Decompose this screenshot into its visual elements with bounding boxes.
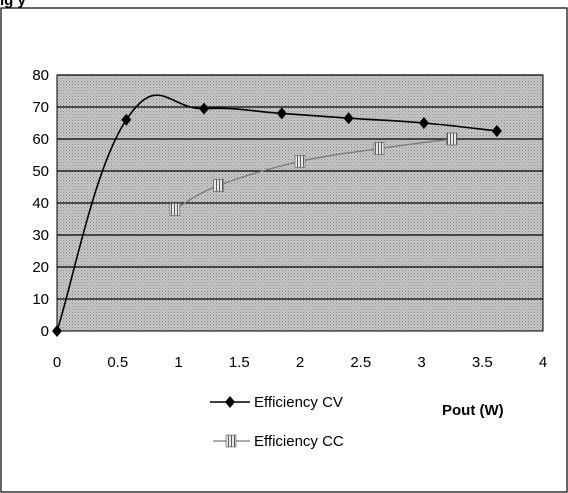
- x-tick-label: 2: [296, 354, 304, 371]
- data-point-cv: [343, 112, 354, 125]
- y-tick-label: 20: [32, 259, 49, 276]
- y-tick-label: 40: [32, 195, 49, 212]
- y-tick-label: 30: [32, 227, 49, 244]
- data-point-cv: [52, 325, 62, 337]
- x-tick-label: 1.5: [229, 354, 250, 371]
- chart-header-strip: [0, 0, 568, 6]
- y-tick-label: 80: [32, 67, 49, 84]
- y-tick-label: 0: [41, 323, 49, 340]
- x-tick-label: 4: [539, 354, 547, 371]
- y-tick-label: 60: [32, 131, 49, 148]
- x-axis-title: Pout (W): [442, 402, 504, 419]
- y-tick-label: 10: [32, 291, 49, 308]
- data-point-cv: [199, 102, 210, 115]
- legend-marker-cv: [225, 396, 235, 408]
- legend-label-cv: Efficiency CV: [254, 394, 343, 411]
- y-tick-label: 50: [32, 163, 49, 180]
- x-tick-label: 0: [53, 354, 61, 371]
- x-tick-label: 3: [417, 354, 425, 371]
- x-tick-label: 0.5: [107, 354, 128, 371]
- series-markers: [52, 102, 502, 337]
- data-point-cc: [446, 132, 458, 146]
- data-point-cv: [491, 125, 502, 137]
- data-point-cv: [418, 117, 429, 129]
- y-tick-label: 70: [32, 99, 49, 116]
- legend-item-cv: Efficiency CV: [210, 394, 343, 411]
- data-point-cc: [213, 179, 224, 192]
- data-point-cv: [276, 107, 287, 120]
- data-point-cc: [294, 155, 306, 168]
- x-tick-label: 1: [174, 354, 182, 371]
- data-point-cc: [373, 142, 385, 155]
- legend-marker-cc: [225, 434, 237, 448]
- x-tick-label: 3.5: [472, 354, 493, 371]
- y-axis-ticks: 0 10 20 30 40 50 60 70 80: [32, 67, 49, 340]
- legend-label-cc: Efficiency CC: [254, 433, 344, 450]
- x-axis-ticks: 0 0.5 1 1.5 2 2.5 3 3.5 4: [53, 354, 547, 371]
- legend-item-cc: Efficiency CC: [213, 433, 344, 450]
- chart-header-text: ig y: [0, 0, 26, 9]
- gridlines: [57, 74, 543, 300]
- data-point-cv: [121, 113, 132, 126]
- data-point-cc: [169, 203, 181, 216]
- legend: Efficiency CV Efficiency CC: [210, 394, 344, 450]
- x-tick-label: 2.5: [350, 354, 371, 371]
- series-line-cv: [56, 94, 497, 332]
